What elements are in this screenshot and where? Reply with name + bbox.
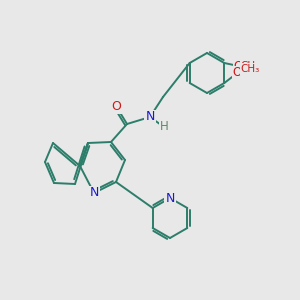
Text: N: N <box>89 187 99 200</box>
Text: N: N <box>145 110 155 124</box>
Text: CH₃: CH₃ <box>241 64 260 74</box>
Text: N: N <box>165 191 175 205</box>
Text: CH₃: CH₃ <box>241 61 260 71</box>
Text: O: O <box>111 100 121 112</box>
Text: O: O <box>233 67 242 80</box>
Text: O: O <box>234 59 243 73</box>
Text: H: H <box>160 121 168 134</box>
